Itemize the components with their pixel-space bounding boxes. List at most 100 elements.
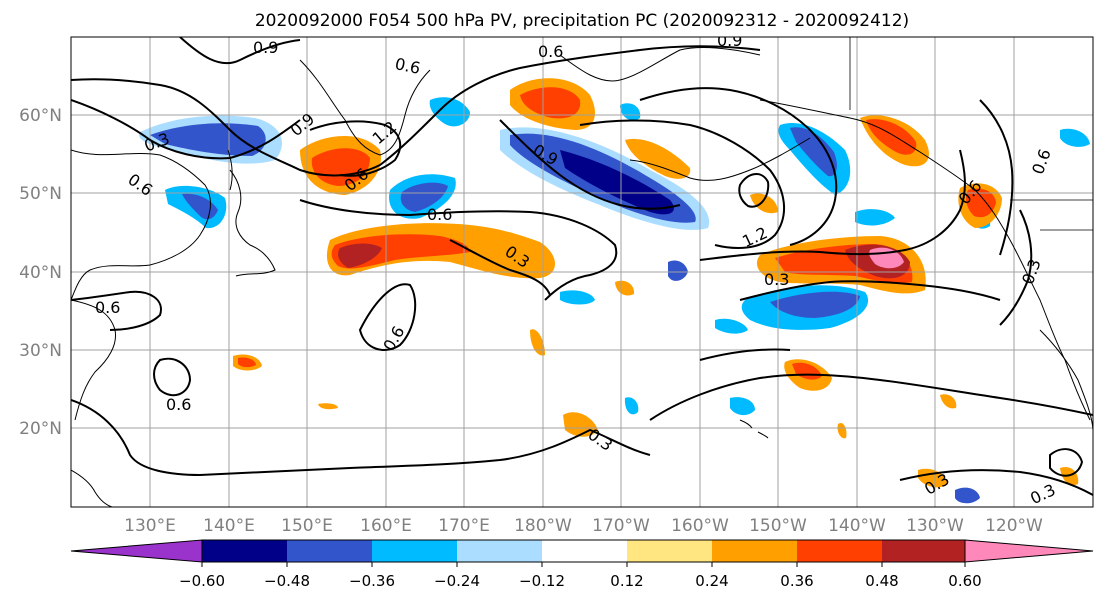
contour-0.9-arc [499,119,681,210]
lon-label: 140°E [203,516,255,536]
colorbar-label: 0.12 [610,572,643,590]
neg-blob-small-3 [715,318,748,334]
pos-blob-small-6 [940,394,957,409]
contour-label: 0.3 [764,270,789,289]
neg-blob-okhotsk-core [150,123,266,156]
borders [849,37,1093,231]
contour-1.2-central [579,119,786,249]
contour-north-0.9 [179,37,301,65]
contour-north-0.6 [71,45,761,177]
coast-sakhalin [227,149,233,191]
lon-label: 150°W [749,516,807,536]
pos-blob-bc-coast-core [966,188,996,218]
contour-1.2-west [309,120,402,177]
colorbar-swatch [797,540,882,562]
contour-0.3-low [899,469,1093,496]
pos-blob-small-8 [318,403,338,410]
negative-anomaly-shading [139,97,1090,504]
contour-label: 0.6 [393,54,422,78]
coast-japan [229,169,276,277]
neg-blob-small-4 [730,397,755,416]
neg-blob-small-5 [855,209,895,226]
contour-0.3-okhotsk [71,99,301,160]
pos-blob-small-7 [837,422,847,439]
coast-kamchatka [299,59,431,156]
contour-0.6-central [299,199,618,301]
lon-label: 170°E [438,516,490,536]
lon-label: 120°W [985,516,1043,536]
pos-blob-small-3 [750,193,778,214]
colorbar-over-arrow [964,539,1094,563]
coast-korea-china [71,299,117,421]
contour-label: 0.6 [166,395,191,414]
colorbar-swatch [372,540,457,562]
colorbar-label: −0.36 [349,572,395,590]
pos-blob-small-1 [615,280,635,296]
pos-blob-bering-core [520,87,581,119]
coast-asia [71,149,211,301]
colorbar-frame [201,539,966,563]
neg-blob-small-7 [624,397,639,415]
pos-blob-aleutian [625,138,691,179]
neg-blob-gulf-core [790,127,837,177]
coast-na-west [974,189,1091,421]
coast-hawaii [739,419,769,439]
colorbar-label: −0.48 [264,572,310,590]
colorbar-label: −0.60 [179,572,225,590]
map-frame [70,36,1094,508]
colorbar-label: 0.60 [948,572,981,590]
colorbar-label: 0.36 [780,572,813,590]
neg-blob-ne-pacific-core [770,291,860,318]
colorbar-label: −0.12 [519,572,565,590]
colorbar-under-arrow [70,539,203,563]
longitude-labels: 130°E 140°E 150°E 160°E 170°E 180°W 170°… [124,516,1043,536]
contour-label: 0.6 [95,298,120,317]
pos-blob-w-subtrop-core [238,357,256,368]
lat-label: 40°N [19,263,62,283]
pv-contours [71,37,1093,496]
contour-ak-loop [738,173,770,208]
contour-0.6-ridge-south [449,239,551,296]
neg-blob-kamchatka-core [400,182,448,212]
positive-anomaly-shading [233,78,1079,488]
colorbar-swatch [882,540,965,562]
colorbar-tick-labels: −0.60 −0.48 −0.36 −0.24 −0.12 0.12 0.24 … [179,572,982,590]
colorbar-swatch [287,540,372,562]
contour-0.3-sw-arc [699,348,791,361]
coastlines [71,47,1093,507]
contour-0.6-west [71,290,162,331]
colorbar-swatch [542,540,627,562]
contour-0.3-se [649,373,1093,421]
lon-label: 150°E [281,516,333,536]
lat-label: 30°N [19,341,62,361]
contour-0.3-south [71,399,651,477]
contour-label: 0.6 [427,205,452,224]
neg-blob-bering [429,97,470,127]
lat-label: 60°N [19,106,62,126]
contour-label: 0.6 [538,42,563,61]
neg-blob-small-2 [668,260,688,281]
contour-0.3-lower [739,280,1001,301]
colorbar-label: −0.24 [434,572,480,590]
contour-na-coast [979,99,1014,256]
colorbar-ticks [201,562,966,567]
contour-na-inland [999,209,1033,326]
lon-label: 140°W [828,516,886,536]
lon-label: 160°W [671,516,729,536]
latitude-labels: 60°N 50°N 40°N 30°N 20°N [19,106,62,439]
graticule [71,37,1093,507]
pos-blob-small-2 [530,329,545,356]
coast-mexico [1039,329,1093,431]
contour-0.3-east [699,149,966,261]
contour-label: 0.9 [717,31,742,50]
contour-label: 0.9 [253,38,278,57]
coast-alaska-west [559,47,761,82]
contour-ridge-east [639,87,838,246]
lon-label: 130°W [906,516,964,536]
contour-0.6-loop [358,283,417,351]
colorbar: −0.60 −0.48 −0.36 −0.24 −0.12 0.12 0.24 … [70,539,1094,590]
contour-0.3-loop-se [1049,448,1084,477]
map-title: 2020092000 F054 500 hPa PV, precipitatio… [255,11,909,31]
neg-blob-small-1 [560,290,595,305]
